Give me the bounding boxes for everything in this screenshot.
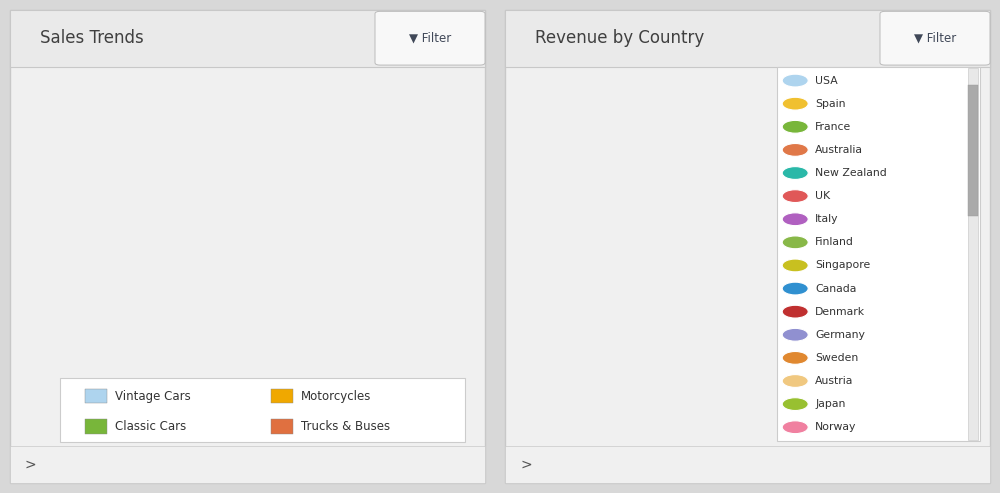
Wedge shape	[632, 158, 641, 254]
Wedge shape	[556, 254, 641, 331]
Bar	[371, 323, 390, 375]
Bar	[121, 241, 140, 375]
Wedge shape	[546, 221, 641, 254]
Bar	[255, 263, 275, 375]
Bar	[160, 149, 179, 375]
Text: Norway: Norway	[815, 422, 857, 432]
Text: Japan: Japan	[815, 399, 846, 409]
Text: ▼ Filter: ▼ Filter	[914, 32, 956, 45]
Bar	[275, 91, 295, 375]
Text: >: >	[25, 458, 37, 472]
Bar	[179, 305, 199, 375]
Text: Singapore: Singapore	[815, 260, 870, 271]
Text: Denmark: Denmark	[815, 307, 865, 317]
Text: New Zealand: New Zealand	[815, 168, 887, 178]
Wedge shape	[614, 160, 641, 254]
Text: >: >	[520, 458, 532, 472]
Text: Sweden: Sweden	[815, 353, 858, 363]
Text: Finland: Finland	[815, 237, 854, 247]
Text: France: France	[815, 122, 851, 132]
Text: Motorcycles: Motorcycles	[301, 389, 371, 403]
Wedge shape	[641, 254, 712, 350]
Text: Germany: Germany	[815, 330, 865, 340]
Bar	[410, 344, 429, 375]
Bar	[390, 255, 410, 375]
Bar	[295, 277, 314, 375]
Text: Sales Trends: Sales Trends	[40, 29, 144, 47]
Wedge shape	[641, 158, 737, 318]
Y-axis label: Amount: Amount	[20, 190, 34, 251]
Circle shape	[547, 161, 741, 355]
Text: Austria: Austria	[815, 376, 854, 386]
Wedge shape	[545, 245, 641, 269]
Text: ▼ Filter: ▼ Filter	[409, 32, 451, 45]
Wedge shape	[581, 172, 641, 254]
Text: Australia: Australia	[815, 145, 863, 155]
Wedge shape	[551, 204, 641, 254]
Text: Italy: Italy	[815, 214, 839, 224]
Text: Revenue by Country: Revenue by Country	[535, 29, 704, 47]
Wedge shape	[584, 254, 641, 350]
Wedge shape	[559, 189, 641, 254]
Wedge shape	[591, 166, 641, 254]
Text: Spain: Spain	[815, 99, 846, 108]
Wedge shape	[623, 159, 641, 254]
Text: Trucks & Buses: Trucks & Buses	[301, 420, 390, 433]
Text: UK: UK	[815, 191, 830, 201]
Text: Canada: Canada	[815, 283, 857, 293]
Text: Classic Cars: Classic Cars	[115, 420, 186, 433]
Bar	[351, 306, 371, 375]
Text: Vintage Cars: Vintage Cars	[115, 389, 191, 403]
Wedge shape	[546, 254, 641, 298]
Wedge shape	[570, 179, 641, 254]
Bar	[236, 190, 255, 375]
Wedge shape	[602, 162, 641, 254]
X-axis label: Year: Year	[258, 397, 292, 411]
Text: USA: USA	[815, 75, 838, 86]
Bar	[140, 306, 160, 375]
